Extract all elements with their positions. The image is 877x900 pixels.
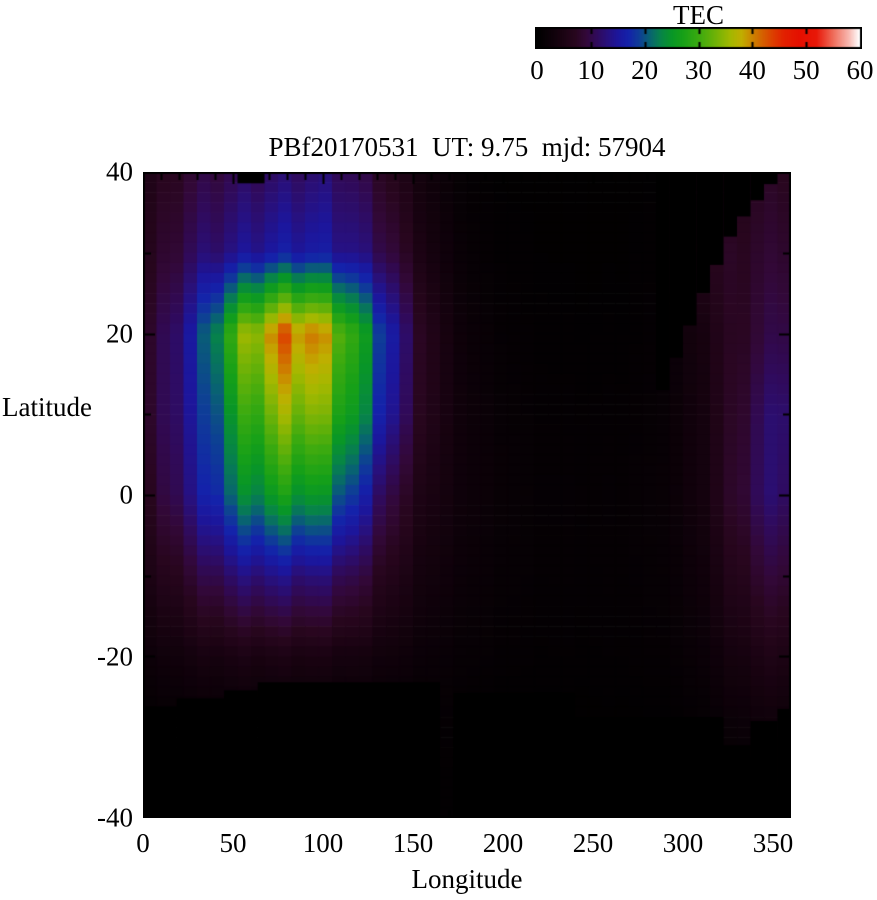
x-tick-label: 100 xyxy=(302,828,344,858)
x-axis-title: Longitude xyxy=(411,864,523,894)
x-tick-label: 350 xyxy=(752,828,794,858)
x-tick-label: 300 xyxy=(662,828,704,858)
x-tick-label: 50 xyxy=(219,828,247,858)
colorbar-gradient xyxy=(535,27,862,49)
colorbar-tick-label: 30 xyxy=(685,55,712,85)
colorbar-tick-label: 40 xyxy=(738,55,766,85)
y-tick-label: 40 xyxy=(106,156,133,187)
tec-heatmap-canvas xyxy=(143,172,791,818)
colorbar-tick-label: 60 xyxy=(846,55,874,85)
x-tick-label: 200 xyxy=(482,828,524,858)
y-tick-label: 20 xyxy=(106,318,133,348)
y-axis-title: Latitude xyxy=(2,392,92,422)
y-tick-label: -40 xyxy=(97,802,133,833)
x-tick-label: 150 xyxy=(392,828,434,858)
colorbar-tick-label: 50 xyxy=(792,55,820,85)
colorbar-tick-label: 10 xyxy=(577,55,605,85)
x-tick-label: 250 xyxy=(572,828,614,858)
colorbar-tick-label: 20 xyxy=(631,55,659,85)
plot-title: PBf20170531 UT: 9.75 mjd: 57904 xyxy=(268,132,666,162)
x-tick-label: 0 xyxy=(136,828,150,858)
colorbar-title: TEC xyxy=(673,0,724,30)
y-tick-label: 0 xyxy=(119,479,134,510)
colorbar-tick-label: 0 xyxy=(530,55,544,85)
y-tick-label: -20 xyxy=(97,641,133,671)
